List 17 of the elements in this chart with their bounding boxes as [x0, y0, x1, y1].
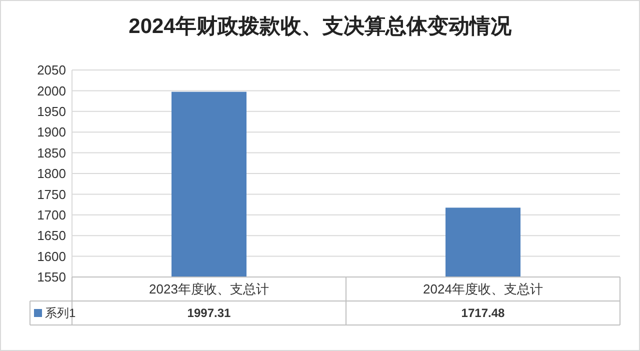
y-tick-label: 1550 [37, 270, 66, 285]
y-tick-label: 1950 [37, 104, 66, 119]
y-tick-label: 2050 [37, 62, 66, 78]
y-tick-label: 1850 [37, 145, 66, 160]
legend-label: 系列1 [45, 306, 76, 320]
y-tick-label: 1900 [37, 124, 66, 140]
data-label: 1717.48 [461, 306, 506, 320]
y-tick-label: 1700 [37, 207, 66, 222]
data-label: 1997.31 [187, 306, 232, 320]
y-tick-label: 1750 [37, 186, 66, 202]
y-tick-label: 1800 [37, 166, 66, 182]
y-tick-label: 1650 [37, 228, 66, 244]
x-tick-label: 2023年度收、支总计 [149, 282, 269, 297]
x-tick-label: 2024年度收、支总计 [423, 282, 543, 297]
y-tick-label: 2000 [37, 83, 66, 98]
chart-title: 2024年财政拨款收、支决算总体变动情况 [128, 14, 512, 38]
y-tick-label: 1600 [37, 248, 66, 264]
